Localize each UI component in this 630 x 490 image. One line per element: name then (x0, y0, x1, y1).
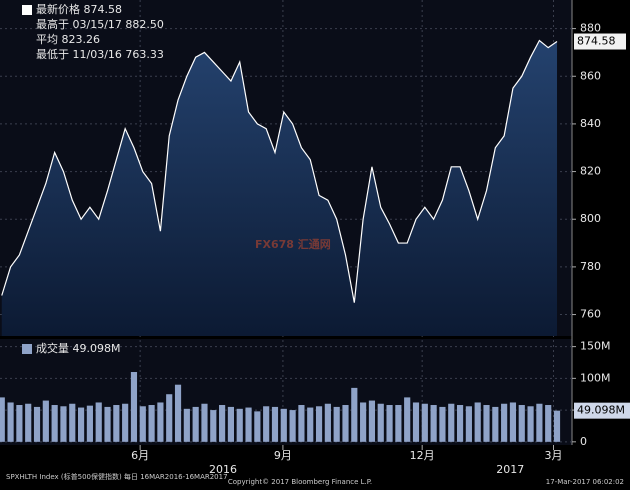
volume-bar (86, 405, 93, 442)
volume-bar (333, 406, 340, 442)
volume-bar (95, 402, 102, 442)
volume-bar (509, 402, 517, 442)
volume-bar (166, 394, 173, 442)
volume-bar (16, 405, 23, 442)
volume-bar (439, 406, 446, 442)
volume-bar (201, 403, 208, 442)
volume-bar (227, 406, 234, 442)
volume-bar (263, 406, 270, 442)
y-tick-label: 150M (580, 340, 611, 353)
volume-bar (483, 405, 490, 442)
x-tick-label: 3月 (544, 449, 562, 462)
volume-bar (474, 402, 481, 442)
volume-bar (0, 397, 5, 442)
y-tick-label: 820 (580, 165, 601, 178)
volume-bar (430, 405, 437, 442)
volume-bar (104, 406, 111, 442)
volume-bar (289, 410, 296, 442)
legend-swatch (22, 5, 32, 15)
legend-item: 最高于 03/15/17 882.50 (36, 17, 164, 31)
volume-bar (33, 406, 41, 442)
volume-bar (148, 405, 155, 442)
legend-item: 最新价格 874.58 (36, 2, 122, 16)
volume-bar (60, 406, 67, 442)
volume-bar (42, 400, 49, 442)
volume-bar (122, 403, 129, 442)
volume-bar (25, 403, 32, 442)
last-value-label: 49.098M (577, 404, 625, 417)
volume-bar (536, 403, 543, 442)
volume-bar (351, 387, 358, 442)
volume-bar (280, 408, 287, 442)
y-tick-label: 0 (580, 435, 587, 448)
volume-bar (527, 406, 534, 442)
last-value-label: 874.58 (577, 35, 616, 48)
y-tick-label: 840 (580, 117, 601, 130)
y-tick-label: 100M (580, 371, 611, 384)
x-tick-label: 12月 (410, 449, 435, 462)
volume-bar (545, 405, 552, 442)
year-label: 2017 (496, 463, 524, 476)
legend-item: 成交量 49.098M (36, 341, 120, 355)
legend-swatch (22, 344, 32, 354)
y-tick-label: 780 (580, 260, 601, 273)
price-line (1, 39, 558, 303)
y-tick-label: 860 (580, 69, 601, 82)
volume-bar (174, 384, 182, 442)
last-value-box (574, 402, 630, 419)
watermark: FX678 汇通网 (255, 238, 331, 251)
volume-bar (395, 405, 402, 442)
volume-bar (157, 402, 164, 442)
footer-left: SPXHLTH Index (标普500保健指数) 每日 16MAR2016-1… (6, 472, 228, 481)
volume-bar (307, 407, 314, 442)
volume-bar (271, 406, 279, 442)
footer-center: Copyright© 2017 Bloomberg Finance L.P. (228, 478, 372, 486)
volume-bar (219, 405, 226, 442)
legend-item: 平均 823.26 (36, 33, 100, 46)
volume-bar (298, 405, 305, 442)
volume-bar (315, 406, 323, 442)
volume-bar (386, 405, 393, 442)
year-label: 2016 (209, 463, 237, 476)
volume-bar (78, 407, 85, 442)
volume-bar (448, 403, 455, 442)
x-tick-label: 9月 (274, 449, 292, 462)
volume-bar (421, 403, 428, 442)
volume-bar (404, 397, 411, 442)
volume-bar (130, 372, 138, 442)
area (1, 40, 558, 336)
volume-bar (51, 405, 58, 442)
volume-bar (245, 407, 252, 442)
volume-bar (456, 405, 464, 442)
legend-item: 最低于 11/03/16 763.33 (36, 48, 164, 61)
volume-bar (465, 406, 472, 442)
volume-bar (254, 411, 261, 442)
volume-bar (368, 400, 376, 442)
footer-right: 17-Mar-2017 06:02:02 (546, 478, 624, 486)
volume-bar (518, 405, 525, 442)
volume-bar (342, 405, 349, 442)
volume-bar (113, 405, 120, 442)
volume-bar (7, 402, 14, 442)
volume-bar (360, 402, 367, 442)
volume-bar (501, 403, 508, 442)
volume-bar (210, 410, 217, 442)
volume-bar (183, 408, 190, 442)
volume-bar (192, 406, 199, 442)
y-tick-label: 880 (580, 22, 601, 35)
y-tick-label: 760 (580, 308, 601, 321)
last-value-box (574, 33, 626, 50)
volume-bar (139, 406, 146, 442)
y-tick-label: 800 (580, 212, 601, 225)
volume-bar (377, 403, 384, 442)
volume-bar (553, 410, 561, 442)
volume-bar (412, 402, 420, 442)
volume-bar (69, 403, 76, 442)
volume-bar (324, 403, 331, 442)
x-tick-label: 6月 (131, 449, 149, 462)
volume-bar (236, 408, 243, 442)
volume-bar (492, 406, 499, 442)
